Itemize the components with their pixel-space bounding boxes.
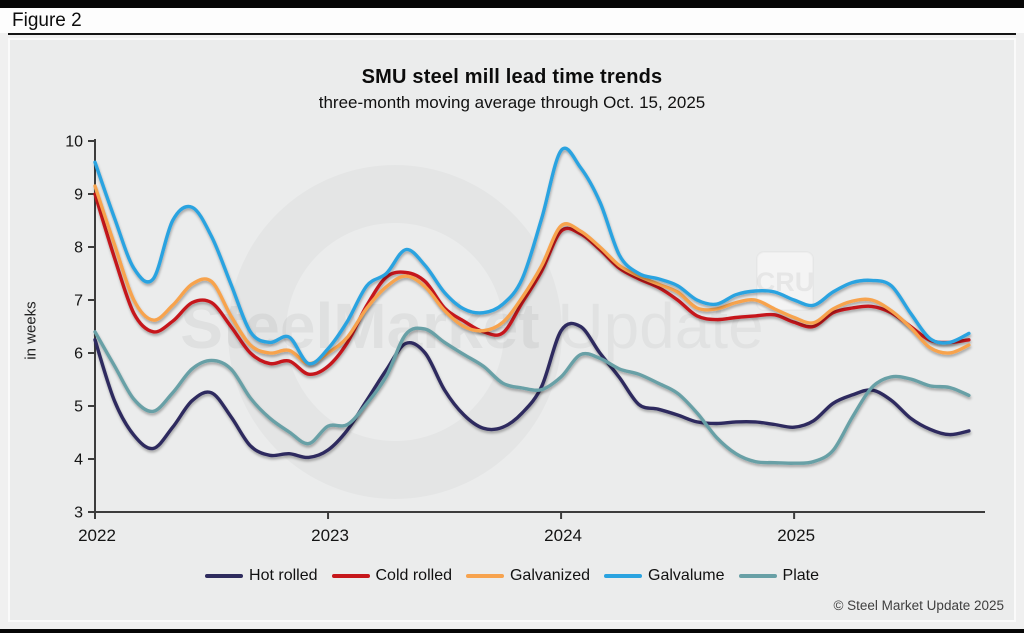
chart-subtitle: three-month moving average through Oct. … [318, 93, 706, 112]
svg-text:6: 6 [74, 346, 83, 363]
legend-label: Galvalume [648, 567, 725, 584]
figure-header: Figure 2 [0, 8, 1024, 33]
plot-svg: SteelMarket Update CRU 3 4 5 6 7 8 9 10 2022 2023… [65, 134, 985, 545]
watermark: SteelMarket Update CRU [180, 252, 815, 362]
top-black-bar [0, 0, 1024, 8]
series-line-plate [93, 326, 971, 465]
cru-badge: CRU [756, 252, 815, 310]
series-line-cold-rolled [93, 192, 971, 377]
legend-swatch [205, 574, 244, 578]
svg-text:2023: 2023 [311, 526, 349, 545]
svg-text:7: 7 [74, 293, 83, 310]
legend-item-galvalume: Galvalume [604, 567, 725, 585]
series-lines [93, 146, 971, 465]
legend-swatch [604, 574, 643, 578]
legend-swatch [465, 574, 504, 578]
legend-label: Plate [782, 567, 819, 584]
figure-label: Figure 2 [12, 10, 82, 31]
svg-text:2024: 2024 [544, 526, 582, 545]
bottom-black-bar [0, 629, 1024, 633]
legend-label: Hot rolled [249, 567, 318, 584]
svg-text:10: 10 [65, 134, 83, 151]
axes: 3 4 5 6 7 8 9 10 2022 2023 2024 2025 [65, 134, 985, 545]
series-line-galvalume [93, 146, 971, 366]
legend-item-hot-rolled: Hot rolled [205, 567, 318, 585]
svg-text:2022: 2022 [78, 526, 116, 545]
legend-label: Cold rolled [375, 567, 452, 584]
legend-swatch [331, 574, 370, 578]
watermark-brand: SteelMarket Update [180, 290, 763, 362]
legend: Hot rolled Cold rolled Galvanized Galvalume… [10, 567, 1014, 585]
series-line-galvanized [93, 184, 971, 366]
legend-swatch [738, 574, 777, 578]
chart-title: SMU steel mill lead time trends [361, 66, 663, 88]
series-line-hot-rolled [93, 321, 971, 460]
svg-text:4: 4 [74, 452, 83, 469]
legend-item-cold-rolled: Cold rolled [331, 567, 452, 585]
legend-item-galvanized: Galvanized [465, 567, 591, 585]
svg-text:8: 8 [74, 240, 83, 257]
legend-item-plate: Plate [738, 567, 819, 585]
header-divider [8, 33, 1016, 35]
legend-label: Galvanized [509, 567, 591, 584]
svg-text:2025: 2025 [777, 526, 815, 545]
y-axis-label: in weeks [22, 301, 40, 360]
chart-panel: SteelMarket Update CRU 3 4 5 6 7 8 9 10 2022 2023… [8, 38, 1016, 622]
svg-text:3: 3 [74, 505, 83, 522]
cru-badge-text: CRU [756, 267, 815, 297]
svg-text:9: 9 [74, 187, 83, 204]
svg-text:5: 5 [74, 399, 83, 416]
copyright-text: © Steel Market Update 2025 [833, 598, 1004, 613]
